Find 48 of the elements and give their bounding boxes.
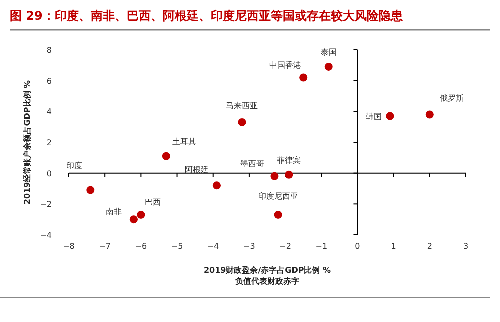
y-tick-label: −4 — [40, 231, 52, 240]
x-axis-title: 2019财政盈余/赤字占GDP比例 % 负值代表财政赤字 — [204, 265, 332, 286]
x-tick-label: −6 — [135, 242, 148, 251]
annotation: 泰国 — [320, 48, 337, 57]
x-tick-label: −8 — [63, 242, 75, 251]
annotation: 韩国 — [366, 112, 382, 122]
point — [86, 186, 95, 194]
point — [137, 210, 146, 219]
title: 图 29：印度、南非、巴西、阿根廷、印度尼西亚等国或存在较大风险隐患 — [10, 9, 403, 23]
point — [426, 110, 434, 119]
annotation: 印度 — [66, 161, 83, 170]
annotation: 印度尼西亚 — [258, 192, 298, 201]
x-tick-label: 0 — [355, 242, 360, 251]
y-tick-label: 8 — [46, 46, 52, 55]
x-tick-label: −7 — [99, 242, 111, 251]
annotation: 巴西 — [145, 198, 162, 207]
point — [130, 216, 138, 224]
y-axis-title: 2019经常账户余额占GDP比例 % — [23, 80, 32, 205]
x-tick-label: −4 — [207, 242, 220, 251]
annotation: 土耳其 — [172, 137, 196, 146]
y-tick-label: 6 — [46, 76, 52, 86]
annotation: 马来西亚 — [226, 101, 258, 110]
y-tick-label: 4 — [46, 108, 52, 117]
y-tick-label: 2 — [46, 138, 52, 148]
point — [162, 152, 170, 160]
y-tick-label: −2 — [40, 200, 52, 210]
point — [285, 170, 294, 179]
x-tick-label: 1 — [391, 242, 396, 251]
x-tick-label: 3 — [463, 242, 469, 251]
point — [212, 182, 221, 190]
x-tick-label: −3 — [244, 242, 256, 251]
x-tick-label: −1 — [316, 242, 328, 251]
point — [270, 172, 279, 180]
point — [300, 74, 308, 82]
annotation: 俄罗斯 — [440, 94, 464, 103]
x-tick-label: 2 — [427, 242, 432, 251]
point — [238, 118, 246, 126]
annotation: 菲律宾 — [277, 156, 302, 165]
annotation: 中国香港 — [270, 60, 302, 70]
x-tick-label: −5 — [171, 242, 184, 251]
point — [274, 210, 282, 219]
point — [324, 62, 333, 71]
annotation: 阿根廷 — [184, 166, 209, 175]
x-tick-label: −2 — [280, 242, 292, 251]
annotation: 墨西哥 — [240, 159, 265, 168]
point — [386, 112, 394, 120]
y-tick-label: 0 — [46, 169, 52, 178]
annotation: 南非 — [106, 208, 122, 217]
